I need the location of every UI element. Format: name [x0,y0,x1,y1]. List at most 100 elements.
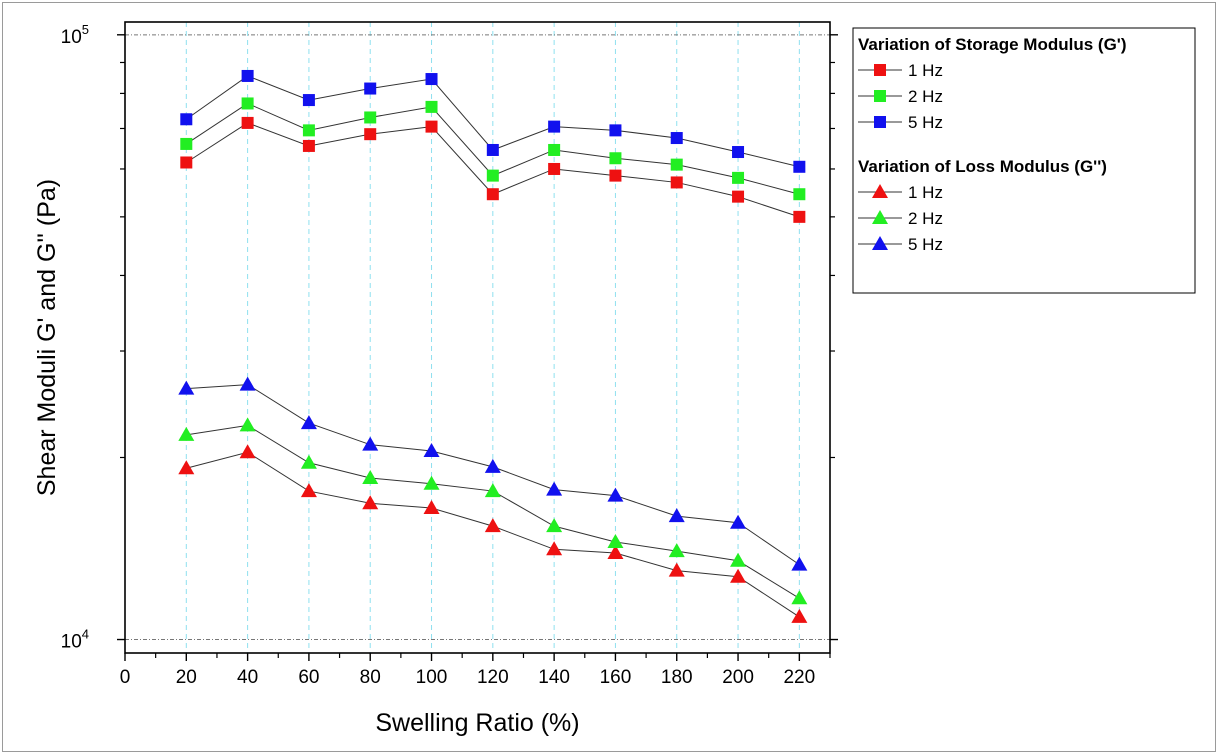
legend-entry: 5 Hz [858,113,943,132]
data-point [362,436,379,451]
legend-label: 1 Hz [908,61,943,80]
series-storage-2hz [180,97,806,201]
x-axis: 0 20 40 60 80 100 120 140 160 180 200 220 [120,653,831,688]
series-storage-5hz [180,69,806,173]
x-tick-label: 140 [538,667,570,688]
data-point [484,458,501,473]
data-point [548,162,561,175]
series-loss-5hz [178,376,808,571]
data-point [732,190,745,203]
data-point [546,518,563,533]
legend-label: 5 Hz [908,235,943,254]
data-point [730,552,747,567]
x-tick-label: 100 [416,667,448,688]
data-point [239,444,256,459]
legend-entry: 2 Hz [858,87,943,106]
data-point [239,376,256,391]
legend-group-title: Variation of Loss Modulus (G'') [858,157,1107,176]
data-point [241,116,254,129]
x-tick-label: 220 [783,667,815,688]
data-point [180,156,193,169]
series-loss-2hz [178,417,808,605]
data-point [793,210,806,223]
data-point [302,139,315,152]
data-point [670,176,683,189]
data-point [241,69,254,82]
y-axis: 104 105 [61,22,838,653]
legend-entry: 1 Hz [858,183,943,202]
data-point [425,120,438,133]
data-point [180,137,193,150]
data-point [178,426,195,441]
data-point [178,380,195,395]
data-point [609,169,622,182]
legend-label: 2 Hz [908,209,943,228]
data-point [548,120,561,133]
x-tick-label: 120 [477,667,509,688]
data-point [300,415,317,430]
legend-box [852,27,1196,294]
data-point [730,568,747,583]
data-point [730,514,747,529]
y-tick-label: 105 [61,22,89,48]
data-point [791,590,808,605]
data-point [302,124,315,137]
data-point [239,417,256,432]
data-point [486,188,499,201]
data-point [425,73,438,86]
data-point [364,111,377,124]
y-axis-title: Shear Moduli G' and G'' (Pa) [33,179,61,496]
series-layer [178,69,808,623]
legend-entry: 1 Hz [858,61,943,80]
x-tick-label: 20 [176,667,197,688]
legend-marker [874,116,886,128]
legend: Variation of Storage Modulus (G') 1 Hz 2 H… [852,27,1196,294]
data-point [546,541,563,556]
data-point [607,545,624,560]
data-point [484,483,501,498]
legend-entry: 5 Hz [858,235,943,254]
legend-marker [872,210,888,224]
data-point [423,500,440,515]
x-tick-label: 0 [120,667,131,688]
legend-label: 1 Hz [908,183,943,202]
data-point [607,533,624,548]
legend-entry: 2 Hz [858,209,943,228]
data-point [300,454,317,469]
data-point [302,94,315,107]
x-axis-title: Swelling Ratio (%) [375,709,579,737]
data-point [546,481,563,496]
series-storage-1hz [180,116,806,223]
data-point [484,518,501,533]
data-point [732,146,745,159]
data-point [791,608,808,623]
data-point [670,158,683,171]
x-tick-label: 200 [722,667,754,688]
data-point [609,152,622,165]
data-point [548,143,561,156]
data-point [791,556,808,571]
data-point [668,543,685,558]
data-point [364,128,377,141]
legend-marker [872,236,888,250]
plot-area-border [124,21,831,654]
data-point [793,188,806,201]
data-point [178,460,195,475]
x-tick-label: 60 [298,667,319,688]
data-point [668,508,685,523]
series-loss-1hz [178,444,808,623]
y-tick-label: 104 [61,627,89,653]
data-point [300,483,317,498]
data-point [486,169,499,182]
data-point [241,97,254,110]
legend-label: 5 Hz [908,113,943,132]
data-point [423,475,440,490]
data-point [732,171,745,184]
legend-label: 2 Hz [908,87,943,106]
data-point [180,113,193,126]
legend-marker [874,90,886,102]
data-point [609,124,622,137]
legend-group-title: Variation of Storage Modulus (G') [858,35,1127,54]
data-point [362,469,379,484]
